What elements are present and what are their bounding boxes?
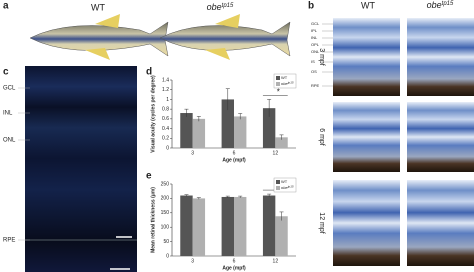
y-tick-label: 0 — [166, 253, 169, 259]
panel-label: b — [308, 1, 314, 12]
genotype-label: obetp15 — [427, 0, 454, 10]
x-tick-label: 6 — [233, 150, 236, 156]
panel-label: a — [3, 1, 9, 12]
bar — [180, 113, 193, 148]
error-bar — [238, 195, 243, 198]
x-tick-label: 12 — [273, 150, 279, 156]
bar — [234, 196, 247, 256]
panel-label: d — [146, 67, 152, 78]
layer-label: ONL — [3, 138, 16, 144]
y-tick-label: 1.2 — [162, 87, 169, 93]
legend-swatch — [276, 180, 280, 184]
legend-label: WT — [281, 179, 288, 184]
x-tick-label: 6 — [233, 258, 236, 264]
y-tick-label: 250 — [161, 181, 170, 187]
legend-sup: tp15 — [288, 80, 294, 84]
legend-swatch — [276, 82, 280, 86]
error-bar — [279, 134, 284, 140]
layer-label: INL — [3, 111, 13, 117]
layer-label: OS — [311, 69, 317, 74]
legend-label: obetp15 — [281, 184, 294, 190]
genotype-label: WT — [91, 2, 105, 12]
genotype-label: WT — [361, 0, 375, 10]
x-axis-label: Age (mpf) — [222, 157, 246, 163]
x-tick-label: 3 — [191, 258, 194, 264]
layer-label: INL — [311, 35, 318, 40]
bar — [275, 216, 288, 256]
error-bar — [225, 88, 230, 111]
significance-label: * — [277, 88, 280, 97]
error-bar — [279, 211, 284, 221]
y-tick-label: 0.6 — [162, 116, 169, 122]
fluorescence-image — [25, 66, 137, 272]
row-label: 3 mpf — [318, 48, 325, 66]
y-axis-label: Visual acuity (cycles per degree) — [150, 75, 156, 153]
error-bar — [196, 197, 201, 200]
bar — [180, 195, 193, 256]
legend-swatch — [276, 186, 280, 190]
y-tick-label: 50 — [163, 239, 169, 245]
legend-swatch — [276, 76, 280, 80]
layer-label: IS — [311, 59, 315, 64]
panel-label: c — [3, 67, 9, 78]
fish-photos — [29, 14, 291, 60]
panel-label: e — [146, 171, 152, 182]
y-tick-label: 1 — [166, 97, 169, 103]
legend-label: obetp15 — [281, 80, 294, 86]
layer-label: ONL — [311, 49, 320, 54]
genotype-sup: tp15 — [222, 3, 234, 9]
error-bar — [184, 194, 189, 197]
bar — [262, 108, 276, 148]
y-tick-label: 100 — [161, 225, 170, 231]
y-tick-label: 0.2 — [162, 136, 169, 142]
legend-name: obe — [281, 81, 288, 86]
layer-label: IPL — [311, 28, 318, 33]
x-tick-label: 12 — [273, 258, 279, 264]
legend-name: obe — [281, 185, 288, 190]
error-bar — [267, 99, 272, 117]
layer-label: OPL — [311, 42, 320, 47]
layer-label: RPE — [3, 238, 15, 244]
error-bar — [267, 193, 272, 197]
layer-label: GCL — [311, 21, 320, 26]
genotype-label: obetp15 — [207, 2, 234, 12]
genotype-sup: tp15 — [442, 1, 454, 7]
y-tick-label: 0.4 — [162, 126, 169, 132]
error-bar — [238, 113, 243, 120]
legend-name: WT — [281, 179, 288, 184]
y-tick-label: 150 — [161, 210, 170, 216]
bar — [192, 198, 206, 256]
error-bar — [225, 195, 230, 198]
y-tick-label: 0 — [166, 145, 169, 151]
layer-label: GCL — [3, 86, 16, 92]
row-label: 6 mpf — [318, 128, 325, 146]
error-bar — [196, 116, 201, 122]
bar — [234, 116, 247, 148]
bar — [192, 118, 206, 148]
genotype-name: obe — [427, 0, 442, 10]
y-tick-label: 0.8 — [162, 106, 169, 112]
legend-label: WT — [281, 75, 288, 80]
x-axis-label: Age (mpf) — [222, 265, 246, 271]
y-tick-label: 1.4 — [162, 77, 169, 83]
bar — [275, 137, 288, 148]
histology — [333, 18, 474, 266]
bar — [221, 99, 234, 148]
layer-label: RPE — [311, 83, 320, 88]
bar — [262, 195, 276, 256]
bar — [221, 196, 234, 256]
y-axis-label: Mean retinal thickness (μm) — [150, 187, 156, 253]
error-bar — [184, 108, 189, 117]
legend-name: WT — [281, 75, 288, 80]
genotype-name: obe — [207, 2, 222, 12]
y-tick-label: 200 — [161, 196, 170, 202]
row-label: 12 mpf — [318, 212, 325, 233]
legend-sup: tp15 — [288, 184, 294, 188]
x-tick-label: 3 — [191, 150, 194, 156]
